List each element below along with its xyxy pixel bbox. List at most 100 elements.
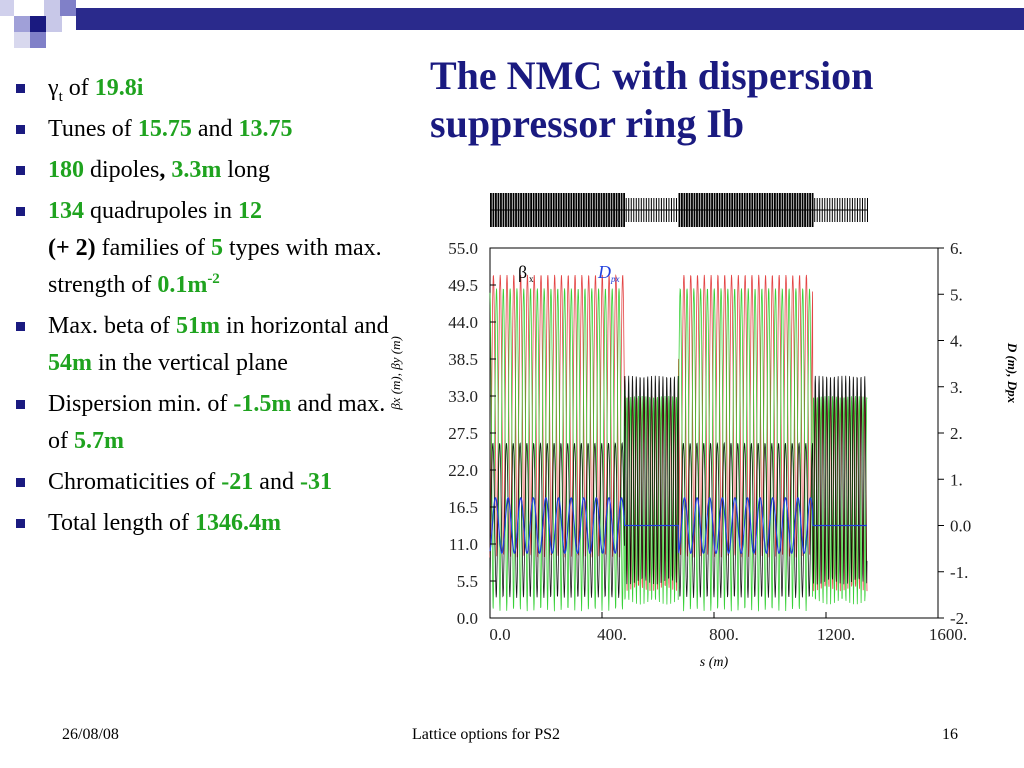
lattice-element bbox=[490, 193, 492, 227]
lattice-element bbox=[784, 193, 786, 227]
lattice-element bbox=[663, 198, 665, 222]
lattice-element bbox=[771, 193, 774, 227]
x-tick-label: 800. bbox=[709, 625, 739, 644]
dipole-length: 3.3m bbox=[171, 157, 222, 183]
lattice-element bbox=[497, 193, 500, 227]
quad-text-2: families of bbox=[95, 235, 211, 261]
lattice-element bbox=[698, 193, 701, 227]
lattice-element bbox=[620, 193, 623, 227]
bullet-marker bbox=[16, 125, 25, 134]
x-tick-label: 0.0 bbox=[489, 625, 510, 644]
y-left-tick-label: 38.5 bbox=[448, 350, 478, 369]
lattice-element bbox=[628, 198, 630, 222]
lattice-element bbox=[648, 198, 650, 222]
lattice-element bbox=[711, 193, 713, 227]
lattice-element bbox=[781, 193, 784, 227]
bullet-marker bbox=[16, 84, 25, 93]
lattice-element bbox=[746, 193, 749, 227]
lattice-element bbox=[826, 198, 828, 222]
bullet-tunes: Tunes of 15.75 and 13.75 bbox=[14, 111, 394, 148]
lattice-element bbox=[547, 193, 550, 227]
lattice-element bbox=[761, 193, 764, 227]
bullet-chroma: Chromaticities of -21 and -31 bbox=[14, 464, 394, 501]
lattice-element bbox=[814, 198, 816, 222]
lattice-element bbox=[791, 193, 794, 227]
lattice-element bbox=[866, 198, 868, 222]
y-left-tick-label: 22.0 bbox=[448, 461, 478, 480]
lattice-element bbox=[633, 198, 635, 222]
y-right-axis-label: D (m), Dpx bbox=[1005, 342, 1020, 404]
lattice-element bbox=[512, 193, 515, 227]
beta-v: 54m bbox=[48, 350, 92, 376]
lattice-element bbox=[809, 193, 811, 227]
lattice-element bbox=[495, 193, 497, 227]
lattice-element bbox=[753, 193, 756, 227]
lattice-element bbox=[600, 193, 603, 227]
lattice-element bbox=[653, 198, 655, 222]
lattice-element bbox=[731, 193, 734, 227]
lattice-element bbox=[570, 193, 573, 227]
chroma-h: -21 bbox=[221, 469, 254, 495]
lattice-element bbox=[575, 193, 578, 227]
lattice-element bbox=[696, 193, 698, 227]
disp-min: -1.5m bbox=[233, 391, 292, 417]
dipole-suffix: long bbox=[221, 157, 270, 183]
gamma-of: of bbox=[62, 75, 95, 101]
lattice-element bbox=[557, 193, 560, 227]
quad-families: 12 bbox=[237, 198, 262, 224]
lattice-element bbox=[598, 193, 600, 227]
gamma-sub: t bbox=[58, 88, 63, 105]
lattice-element bbox=[801, 193, 804, 227]
lattice-element bbox=[743, 193, 746, 227]
gamma-value: 19.8i bbox=[94, 75, 144, 101]
lattice-element bbox=[623, 193, 626, 227]
lattice-element bbox=[736, 193, 739, 227]
lattice-element bbox=[505, 193, 507, 227]
lattice-element bbox=[758, 193, 761, 227]
lattice-element bbox=[794, 193, 796, 227]
y-left-tick-label: 49.5 bbox=[448, 276, 478, 295]
lattice-element bbox=[816, 198, 818, 222]
lattice-element bbox=[537, 193, 540, 227]
bullet-dispersion: Dispersion min. of -1.5m and max. of 5.7… bbox=[14, 386, 394, 460]
lattice-element bbox=[658, 198, 660, 222]
lattice-element bbox=[836, 198, 838, 222]
quad-count: 134 bbox=[48, 198, 84, 224]
lattice-element bbox=[789, 193, 791, 227]
length-value: 1346.4m bbox=[194, 510, 281, 536]
lattice-element bbox=[565, 193, 568, 227]
lattice-element bbox=[796, 193, 799, 227]
lattice-element bbox=[728, 193, 731, 227]
lattice-element bbox=[706, 193, 708, 227]
lattice-element bbox=[831, 198, 833, 222]
lattice-element bbox=[670, 198, 672, 222]
y-right-tick-label: 4. bbox=[950, 332, 963, 351]
chroma-v: -31 bbox=[299, 469, 332, 495]
quad-text-3: types with max. strength of bbox=[48, 235, 382, 298]
lattice-element bbox=[655, 198, 657, 222]
x-tick-label: 1200. bbox=[817, 625, 855, 644]
beta-text-2: in horizontal and bbox=[219, 313, 389, 339]
lattice-element bbox=[542, 193, 545, 227]
lattice-element bbox=[595, 193, 598, 227]
lattice-element bbox=[560, 193, 563, 227]
bullet-list: γt of 19.8i Tunes of 15.75 and 13.75 180… bbox=[14, 70, 394, 546]
quad-extra: (+ 2) bbox=[48, 235, 96, 261]
lattice-element bbox=[716, 193, 718, 227]
bullet-gamma: γt of 19.8i bbox=[14, 70, 394, 107]
lattice-element bbox=[675, 198, 677, 222]
lattice-element bbox=[618, 193, 620, 227]
footer-page-number: 16 bbox=[942, 726, 958, 743]
lattice-element bbox=[691, 193, 693, 227]
y-left-tick-label: 33.0 bbox=[448, 387, 478, 406]
lattice-element bbox=[500, 193, 502, 227]
lattice-element bbox=[763, 193, 766, 227]
beta-text-1: Max. beta of bbox=[48, 313, 176, 339]
lattice-element bbox=[577, 193, 580, 227]
bullet-marker bbox=[16, 519, 25, 528]
y-left-tick-label: 55.0 bbox=[448, 239, 478, 258]
lattice-element bbox=[726, 193, 729, 227]
lattice-element bbox=[864, 198, 866, 222]
y-left-tick-label: 16.5 bbox=[448, 498, 478, 517]
bullet-length: Total length of 1346.4m bbox=[14, 505, 394, 542]
